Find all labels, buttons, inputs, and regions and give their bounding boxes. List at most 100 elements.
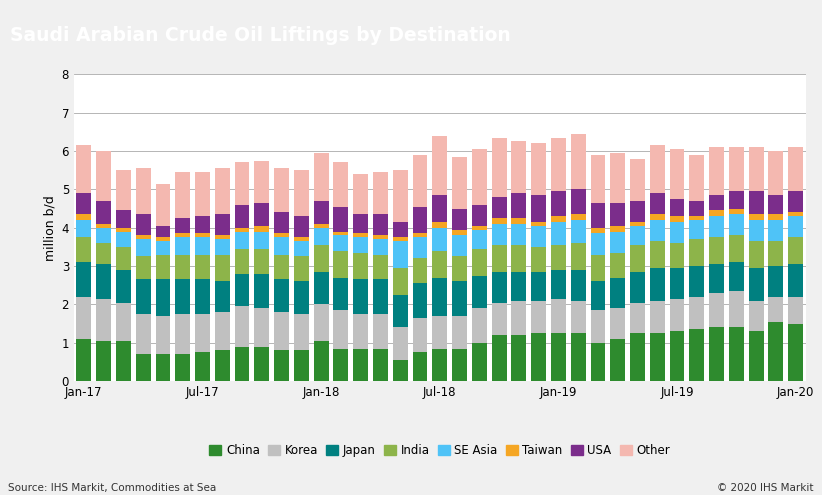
- Bar: [570, 220, 585, 243]
- Bar: [353, 214, 368, 234]
- Bar: [353, 314, 368, 348]
- Bar: [769, 220, 783, 241]
- Bar: [294, 350, 309, 381]
- Bar: [353, 280, 368, 314]
- Bar: [452, 348, 467, 381]
- Bar: [215, 350, 229, 381]
- Bar: [175, 237, 190, 254]
- Bar: [531, 195, 546, 222]
- Bar: [413, 155, 427, 206]
- Bar: [650, 300, 665, 333]
- Bar: [334, 250, 349, 278]
- Bar: [769, 297, 783, 322]
- Bar: [314, 228, 329, 245]
- Bar: [76, 193, 91, 214]
- Bar: [116, 302, 131, 341]
- Bar: [788, 324, 803, 381]
- Bar: [413, 318, 427, 352]
- Text: Source: IHS Markit, Commodities at Sea: Source: IHS Markit, Commodities at Sea: [8, 483, 216, 493]
- Bar: [650, 268, 665, 300]
- Bar: [511, 218, 526, 224]
- Bar: [690, 297, 704, 329]
- Bar: [116, 232, 131, 247]
- Bar: [452, 230, 467, 236]
- Bar: [116, 170, 131, 210]
- Bar: [650, 241, 665, 268]
- Bar: [334, 162, 349, 206]
- Bar: [294, 237, 309, 241]
- Bar: [195, 314, 210, 352]
- Bar: [769, 151, 783, 195]
- Bar: [136, 168, 150, 214]
- Bar: [630, 302, 645, 333]
- Bar: [492, 245, 506, 272]
- Bar: [215, 254, 229, 281]
- Bar: [373, 236, 388, 239]
- Bar: [234, 205, 249, 228]
- Bar: [254, 308, 270, 346]
- Bar: [136, 354, 150, 381]
- Bar: [690, 201, 704, 216]
- Bar: [234, 228, 249, 232]
- Bar: [531, 226, 546, 247]
- Bar: [788, 237, 803, 264]
- Bar: [709, 328, 724, 381]
- Bar: [709, 216, 724, 237]
- Text: © 2020 IHS Markit: © 2020 IHS Markit: [718, 483, 814, 493]
- Bar: [472, 308, 487, 343]
- Bar: [195, 234, 210, 237]
- Bar: [215, 168, 229, 214]
- Bar: [610, 153, 626, 203]
- Bar: [729, 291, 744, 328]
- Bar: [788, 147, 803, 191]
- Bar: [769, 322, 783, 381]
- Bar: [432, 250, 447, 278]
- Bar: [175, 218, 190, 234]
- Bar: [769, 241, 783, 266]
- Bar: [96, 243, 111, 264]
- Bar: [334, 310, 349, 348]
- Bar: [334, 235, 349, 250]
- Bar: [590, 343, 605, 381]
- Bar: [136, 236, 150, 239]
- Bar: [393, 268, 408, 295]
- Bar: [353, 237, 368, 252]
- Bar: [175, 280, 190, 314]
- Bar: [254, 160, 270, 203]
- Bar: [432, 222, 447, 228]
- Bar: [749, 147, 764, 191]
- Bar: [215, 214, 229, 236]
- Bar: [650, 214, 665, 220]
- Bar: [709, 147, 724, 195]
- Bar: [234, 249, 249, 274]
- Bar: [570, 214, 585, 220]
- Bar: [76, 339, 91, 381]
- Bar: [155, 241, 170, 254]
- Bar: [155, 237, 170, 241]
- Bar: [551, 245, 566, 270]
- Bar: [690, 329, 704, 381]
- Bar: [195, 254, 210, 280]
- Bar: [314, 272, 329, 304]
- Bar: [590, 310, 605, 343]
- Bar: [650, 333, 665, 381]
- Bar: [373, 239, 388, 254]
- Bar: [175, 314, 190, 354]
- Bar: [254, 226, 270, 232]
- Bar: [511, 272, 526, 300]
- Bar: [136, 314, 150, 354]
- Bar: [393, 237, 408, 241]
- Bar: [749, 214, 764, 220]
- Bar: [531, 247, 546, 272]
- Bar: [155, 226, 170, 237]
- Bar: [729, 147, 744, 191]
- Bar: [96, 224, 111, 228]
- Bar: [511, 193, 526, 218]
- Bar: [136, 256, 150, 280]
- Bar: [393, 328, 408, 360]
- Bar: [96, 341, 111, 381]
- Bar: [610, 278, 626, 308]
- Bar: [492, 218, 506, 224]
- Bar: [175, 354, 190, 381]
- Bar: [413, 258, 427, 283]
